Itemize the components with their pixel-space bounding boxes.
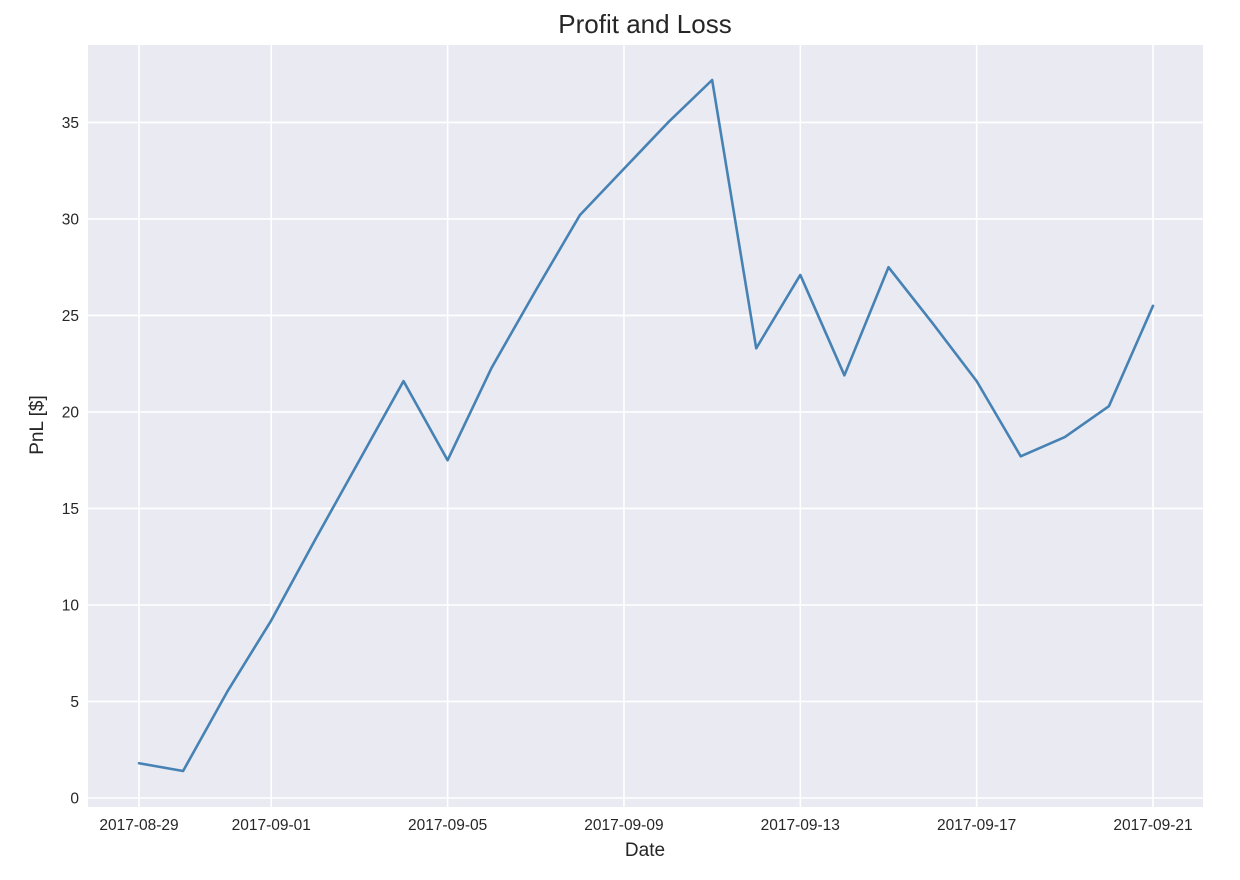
x-tick-label: 2017-09-09: [584, 817, 663, 834]
series-line: [137, 78, 1155, 773]
y-tick-label: 0: [70, 791, 79, 808]
y-tick-label: 35: [62, 115, 79, 132]
x-tick-label: 2017-09-01: [232, 817, 311, 834]
y-axis-label: PnL [$]: [27, 395, 48, 455]
x-tick-label: 2017-09-17: [937, 817, 1016, 834]
y-tick-label: 15: [62, 501, 79, 518]
plot-area: [88, 45, 1203, 807]
y-tick-label: 5: [70, 694, 79, 711]
x-axis-label: Date: [625, 840, 665, 861]
x-tick-label: 2017-09-13: [761, 817, 840, 834]
chart-title: Profit and Loss: [558, 9, 731, 39]
x-tick-label: 2017-08-29: [99, 817, 178, 834]
series-group: [137, 78, 1155, 773]
y-gridlines: [88, 121, 1203, 799]
x-tick-label: 2017-09-21: [1113, 817, 1192, 834]
x-gridlines: [138, 45, 1154, 807]
y-tick-label: 25: [62, 308, 79, 325]
y-tick-label: 10: [62, 597, 80, 614]
x-tick-label: 2017-09-05: [408, 817, 487, 834]
y-tick-labels: 0 5 10 15 20 25 30 35: [62, 115, 80, 808]
y-tick-label: 20: [62, 404, 80, 421]
x-tick-labels: 2017-08-29 2017-09-01 2017-09-05 2017-09-09…: [99, 817, 1192, 834]
y-tick-label: 30: [62, 211, 80, 228]
